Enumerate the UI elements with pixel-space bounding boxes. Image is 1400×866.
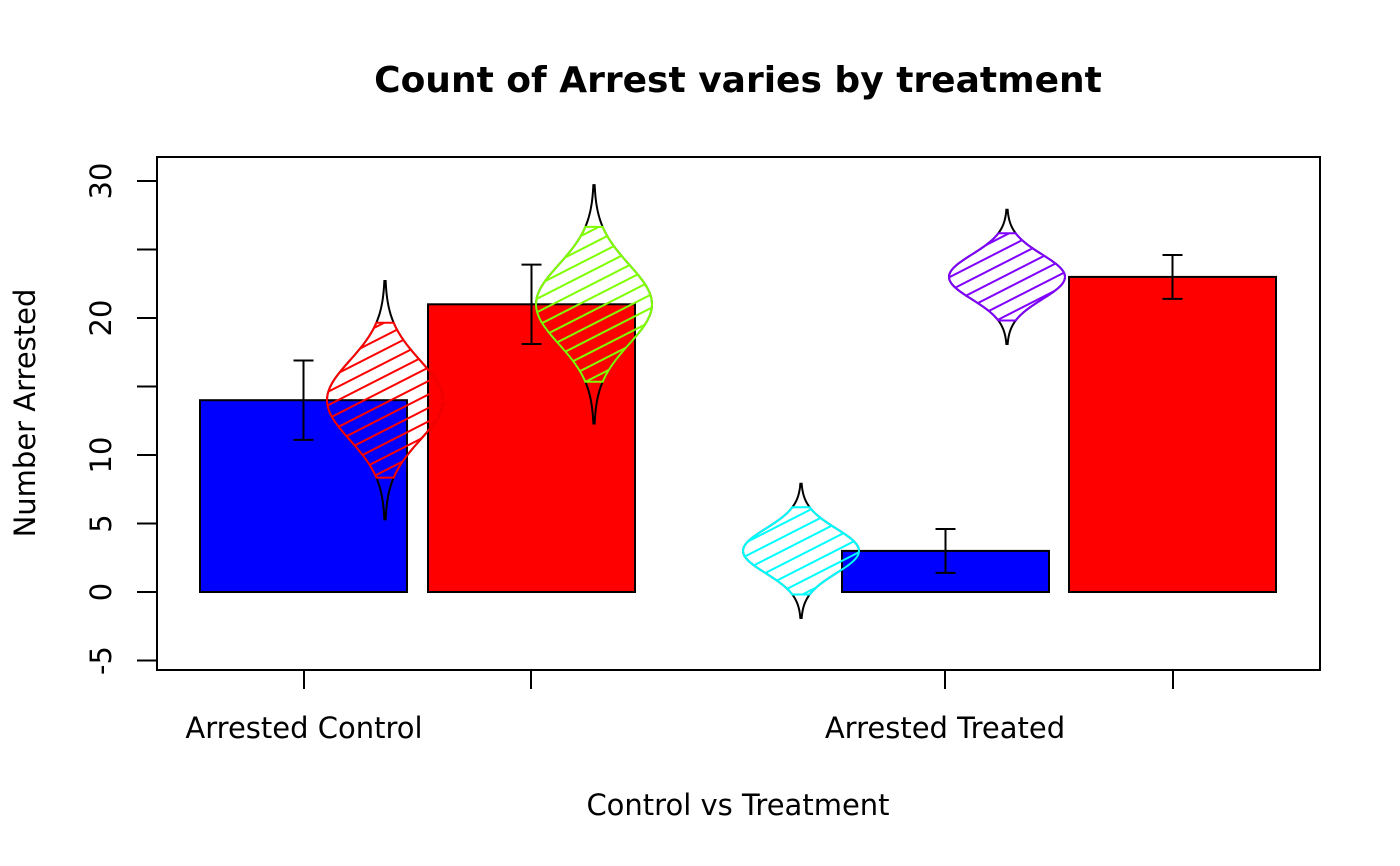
- chart-title: Count of Arrest varies by treatment: [374, 60, 1102, 101]
- violin-hatched-region: [325, 321, 445, 479]
- y-tick-label: -5: [84, 646, 118, 675]
- error-bar: [293, 359, 314, 441]
- error-bar: [521, 263, 542, 346]
- violin-hatched-region: [534, 225, 654, 383]
- y-tick-label: 10: [84, 437, 118, 474]
- x-tick-label: Arrested Treated: [825, 711, 1065, 745]
- error-bar: [1162, 253, 1183, 300]
- bar-group: [199, 184, 654, 594]
- y-tick-label: 5: [84, 514, 118, 532]
- plot-area: -5 0 5 10 20 30 Arrested Control Arrested Treat…: [84, 156, 1321, 745]
- y-axis-label: Number Arrested: [8, 289, 42, 538]
- violin-hatched-region: [947, 232, 1067, 322]
- x-axis-label: Control vs Treatment: [586, 788, 889, 822]
- bar: [1068, 275, 1277, 593]
- y-tick-label: 20: [84, 300, 118, 337]
- y-tick-label: 0: [84, 583, 118, 601]
- error-bar: [935, 527, 956, 574]
- violin-hatched-region: [741, 506, 861, 596]
- bar-group: [741, 208, 1277, 620]
- y-tick-label: 30: [84, 163, 118, 200]
- plot-frame: [156, 156, 1321, 671]
- x-tick-label: Arrested Control: [185, 711, 422, 745]
